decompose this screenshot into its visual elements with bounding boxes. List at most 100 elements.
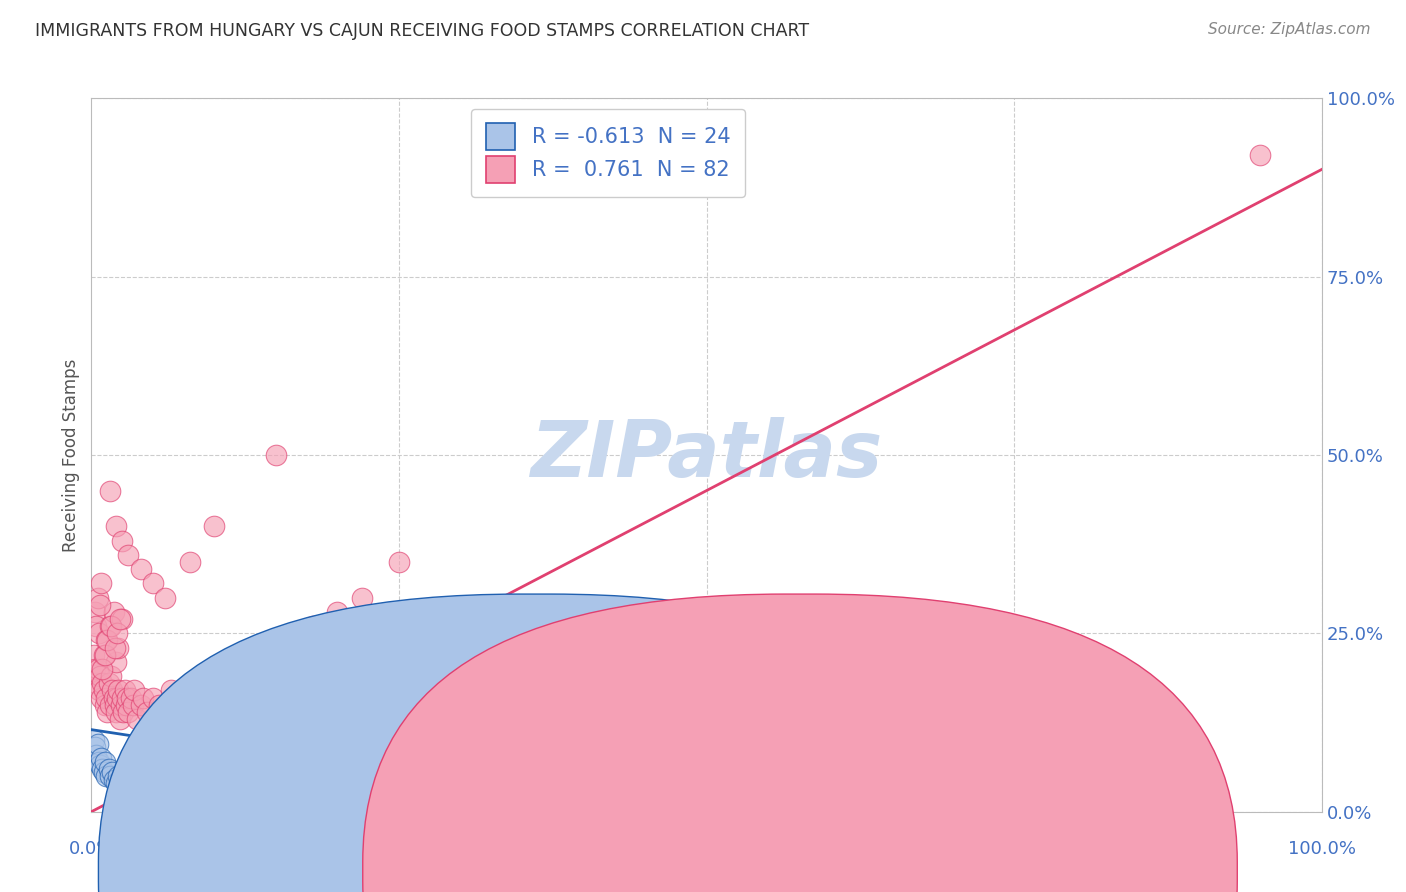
Point [83,648,105,662]
Point [111,612,134,626]
Point [125,712,148,726]
Point [142,690,165,705]
Point [86,737,108,751]
Point [101,683,124,698]
Point [120,690,142,705]
Point [129,790,152,805]
Point [153,794,177,808]
Point [110,698,132,712]
Point [114,698,138,712]
Point [94,698,117,712]
Point [90,576,112,591]
Point [107,683,129,698]
Point [105,519,127,533]
Point [98,769,121,783]
Point [117,705,139,719]
Point [228,662,250,676]
Point [115,690,138,705]
Point [105,690,128,705]
Point [253,648,276,662]
Point [98,483,121,498]
Point [301,619,323,633]
Point [326,605,349,619]
Text: IMMIGRANTS FROM HUNGARY VS CAJUN RECEIVING FOOD STAMPS CORRELATION CHART: IMMIGRANTS FROM HUNGARY VS CAJUN RECEIVI… [35,22,810,40]
Point [87,683,110,698]
Point [97,762,120,776]
Point [179,797,201,812]
Point [91,676,114,690]
Point [86,591,108,605]
Text: ZIPatlas: ZIPatlas [530,417,883,493]
Point [87,755,110,769]
Point [117,548,139,562]
Y-axis label: Receiving Food Stamps: Receiving Food Stamps [62,359,80,551]
Point [86,662,108,676]
Point [202,669,225,683]
Point [96,633,118,648]
Point [129,698,152,712]
Point [104,698,127,712]
Point [124,787,146,801]
Text: Cajuns: Cajuns [815,859,872,877]
Point [84,605,107,619]
Point [98,698,121,712]
Point [96,769,117,783]
Point [153,591,177,605]
Point [84,662,107,676]
Point [179,555,201,569]
Point [96,690,117,705]
Point [179,676,201,690]
Point [160,683,183,698]
Point [84,740,107,755]
Point [105,776,127,790]
Point [112,705,135,719]
Point [94,755,117,769]
Text: 0.0%: 0.0% [69,840,114,858]
Point [107,640,129,655]
Point [83,733,105,747]
Point [91,662,114,676]
Point [100,619,122,633]
Point [103,772,125,787]
Point [93,648,115,662]
Point [114,683,136,698]
Point [86,619,108,633]
Point [105,705,127,719]
Point [122,698,145,712]
Point [86,676,108,690]
Point [105,626,128,640]
Point [114,783,138,797]
Point [96,705,118,719]
Point [191,683,214,698]
Point [89,598,111,612]
Point [93,683,115,698]
Point [89,758,111,772]
Point [90,751,112,765]
Point [166,690,188,705]
Point [202,519,225,533]
Point [111,533,134,548]
Point [135,705,157,719]
Text: Source: ZipAtlas.com: Source: ZipAtlas.com [1208,22,1371,37]
Point [142,576,165,591]
Point [87,626,110,640]
Point [153,705,177,719]
Point [117,780,139,794]
Point [111,690,134,705]
Text: Immigrants from Hungary: Immigrants from Hungary [517,859,734,877]
Point [129,562,152,576]
Point [89,669,111,683]
Point [124,683,146,698]
Point [103,690,125,705]
Point [108,712,131,726]
Point [111,776,134,790]
Point [86,747,108,762]
Text: 100.0%: 100.0% [1288,840,1355,858]
Point [105,655,127,669]
Point [90,690,112,705]
Point [352,591,374,605]
Point [148,698,170,712]
Point [98,619,121,633]
Point [107,769,129,783]
Point [1249,148,1271,162]
